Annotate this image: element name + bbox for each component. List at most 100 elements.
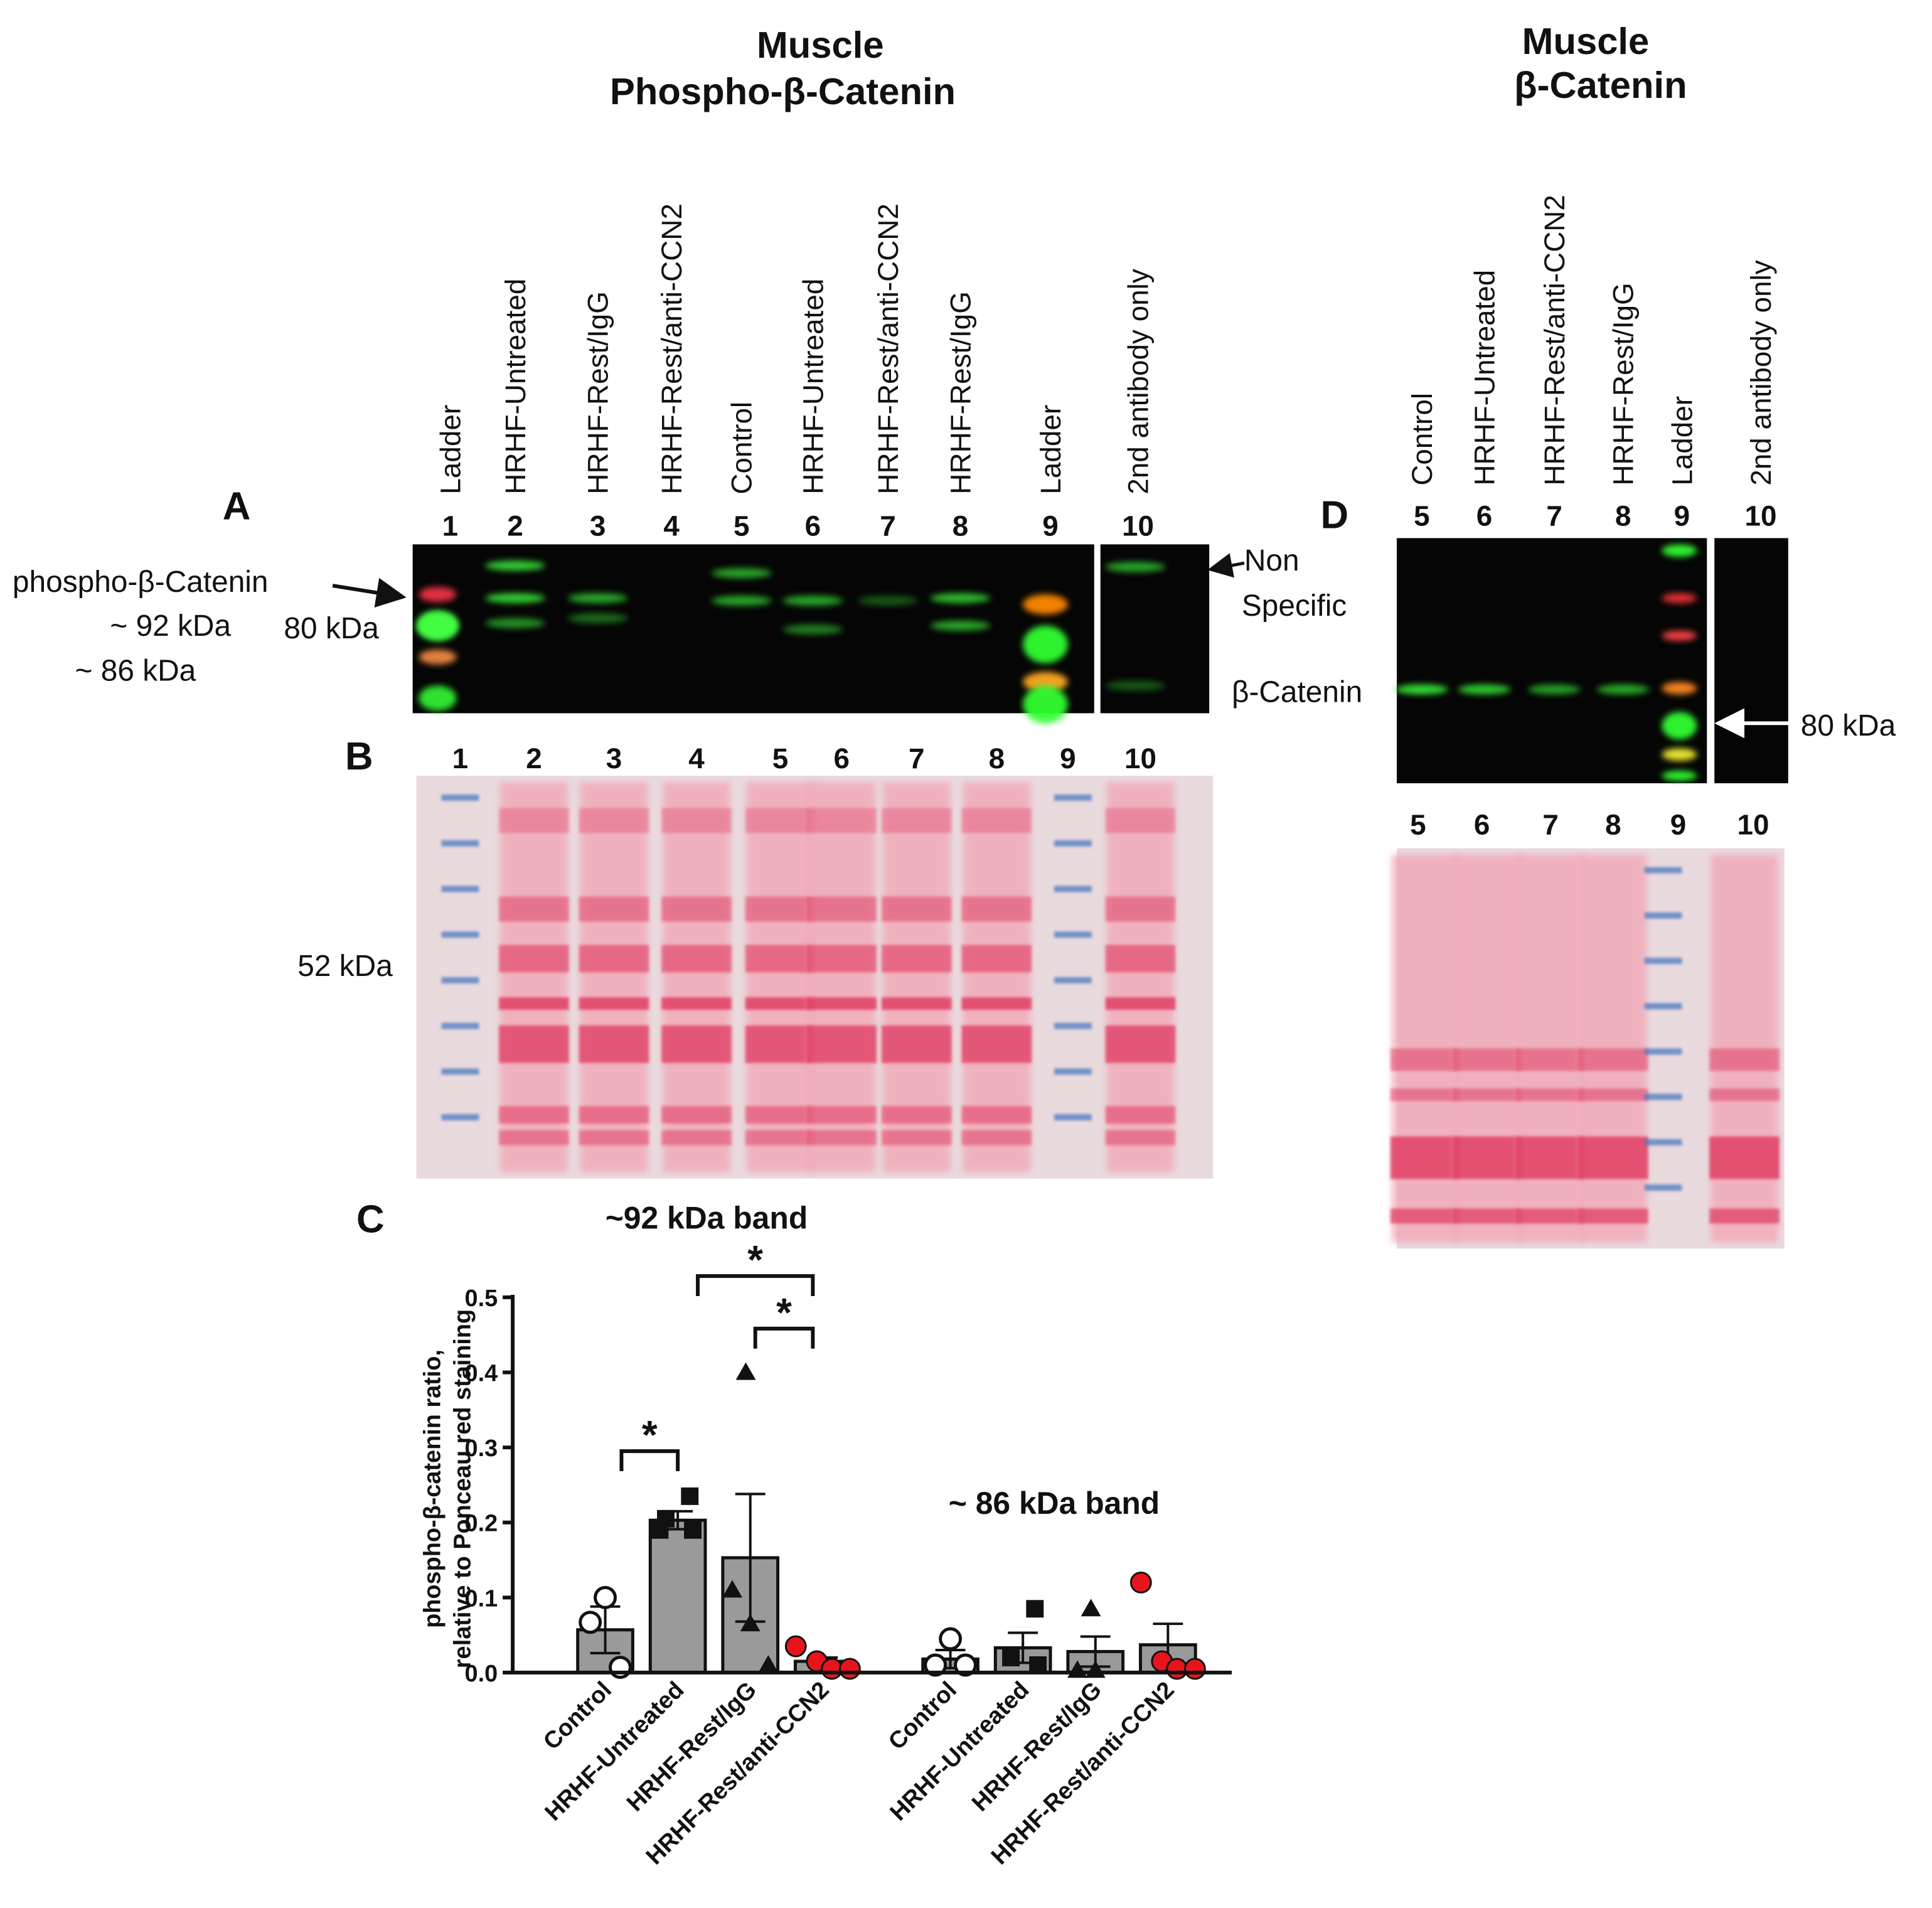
ponceau-band [1709,1088,1780,1101]
data-point [579,1611,602,1634]
ponceau-band [1453,1208,1524,1224]
ponceau-band [579,1130,649,1145]
lane-number: 6 [833,742,850,774]
band [711,596,772,606]
ponceau-band [579,896,649,922]
lane-label: HRHF-Rest/IgG [1608,282,1640,485]
lane-label: Ladder [434,405,466,495]
band [1662,771,1697,781]
lane-number: 10 [1744,500,1776,532]
band [1662,748,1697,761]
data-point [1129,1571,1152,1594]
ponceau-band [1453,1136,1524,1179]
ponceau-band [661,808,732,833]
ponceau-band [745,945,816,973]
ladder-band [1054,931,1092,938]
band [858,596,918,606]
lane-label: 2nd antibody only [1122,269,1154,494]
data-point [681,1487,699,1505]
ponceau-band [806,945,877,973]
ponceau-band [1390,1208,1461,1224]
y-tick-label: 0.2 [465,1511,498,1537]
band [1023,672,1068,692]
y-axis-label: phospho-β-catenin ratio, [419,1349,446,1628]
ladder-band [441,977,479,983]
data-point [821,1658,843,1680]
ponceau-band [579,997,649,1010]
ponceau-band [1515,1136,1586,1179]
band [1105,562,1166,572]
ladder-band [1054,1022,1092,1029]
lane-number: 8 [953,510,968,542]
lane-number: 9 [1042,510,1059,542]
ponceau-band [1578,1088,1648,1101]
band [567,593,628,603]
band-label: Specific [1242,589,1347,623]
ladder-band [1644,1184,1682,1191]
marker-label: 52 kDa [297,950,393,983]
ponceau-band [881,1106,952,1124]
data-point [1183,1658,1206,1680]
x-tick-label: HRHF-Rest/IgG [967,1676,1107,1816]
band [1662,712,1697,740]
lane-label: HRHF-Rest/anti-CCN2 [872,203,904,494]
lane-label: HRHF-Rest/anti-CCN2 [1539,195,1571,485]
ponceau-band [961,896,1032,922]
ponceau-band [1105,945,1176,973]
y-tick-label: 0.0 [465,1661,498,1687]
lane-number: 10 [1122,510,1154,542]
ponceau-band [1578,1208,1648,1224]
ponceau-band [745,808,816,833]
ponceau-band [1709,1048,1780,1071]
significance-bracket [619,1449,680,1472]
data-point [1002,1649,1020,1666]
ponceau-band [1390,1088,1461,1101]
marker-label: 80 kDa [1801,709,1896,742]
lane-number: 5 [1410,809,1426,841]
data-point [939,1627,963,1651]
lane-number: 9 [1674,500,1690,532]
significance-label: * [747,1237,763,1282]
band [930,593,991,603]
ponceau-band [806,1106,877,1124]
ladder-band [1644,957,1682,964]
ponceau-band [1105,896,1176,922]
x-tick-label: HRHF-Untreated [885,1676,1035,1826]
ponceau-band [499,1106,569,1124]
lane-number: 7 [1542,809,1559,841]
ponceau-band [961,1025,1032,1063]
lane-number: 2 [507,510,523,542]
data-point [740,1614,761,1632]
band [1662,682,1697,695]
ponceau-band [1105,1025,1176,1063]
band [1662,593,1697,603]
data-point [838,1658,861,1680]
ladder-band [441,1114,479,1121]
data-point [684,1521,702,1539]
ponceau-band [661,1025,732,1063]
band-label: ~ 86 kDa [75,655,196,688]
lane-label: Ladder [1035,405,1067,495]
data-point [954,1653,977,1677]
ponceau-band [961,945,1032,973]
lane-number: 8 [989,742,1005,774]
ladder-band [1054,1114,1092,1121]
ponceau-band [1578,1048,1648,1071]
x-tick-label: HRHF-Rest/IgG [622,1676,762,1816]
significance-bracket [696,1274,815,1297]
y-tick-label: 0.4 [465,1361,498,1387]
lane-number: 2 [526,742,542,774]
significance-bracket [753,1326,815,1349]
texts: Muscle Phospho-β-Catenin Muscle β-Cateni… [13,20,1896,1241]
ponceau-band [1515,1048,1586,1071]
arrow [332,577,407,608]
x-tick-label: HRHF-Untreated [540,1676,690,1826]
significance-label: * [642,1412,658,1457]
ponceau-band [745,997,816,1010]
band [930,620,991,631]
band [419,649,457,665]
ponceau-band [745,1106,816,1124]
ponceau-band [499,1130,569,1145]
band-label: Non [1244,544,1300,577]
